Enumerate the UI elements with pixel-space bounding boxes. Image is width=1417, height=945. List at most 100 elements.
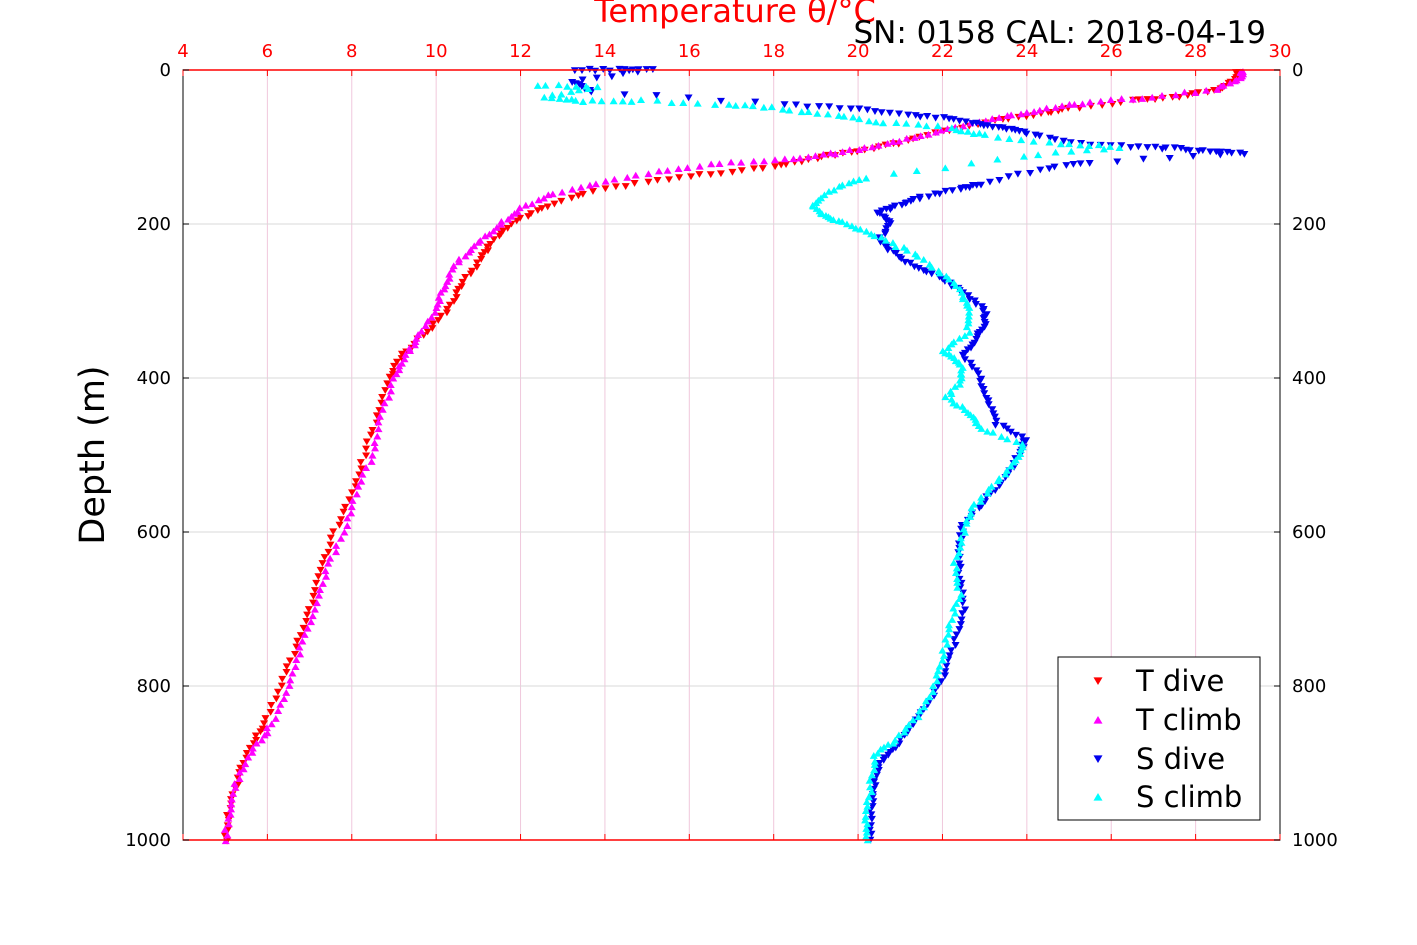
data-point [870, 108, 879, 115]
data-point [395, 366, 404, 374]
data-point [846, 105, 855, 113]
data-point [951, 609, 960, 617]
data-point [308, 612, 317, 620]
data-point [879, 119, 888, 127]
data-point [956, 563, 965, 571]
data-point [357, 477, 366, 485]
legend: T dive T climb S dive S climb [1057, 656, 1261, 821]
data-point [975, 129, 984, 137]
data-point [937, 126, 946, 134]
data-point [791, 101, 800, 109]
data-point [956, 621, 965, 628]
data-point [1240, 150, 1249, 158]
data-point [296, 632, 305, 639]
data-point [1001, 470, 1010, 478]
data-point [229, 790, 238, 797]
data-point [993, 155, 1002, 163]
data-point [870, 761, 879, 768]
data-point [675, 174, 684, 182]
data-point [877, 109, 886, 116]
data-point [955, 595, 964, 602]
data-point [967, 504, 976, 512]
data-point [285, 682, 294, 689]
data-point [845, 179, 854, 187]
data-point [855, 115, 864, 123]
data-point [955, 334, 964, 342]
data-point [945, 652, 954, 660]
data-point [557, 197, 566, 205]
data-point [220, 826, 229, 833]
data-point [1198, 147, 1207, 155]
data-point [653, 176, 662, 184]
data-point [966, 359, 975, 367]
data-point [959, 589, 968, 597]
data-point [862, 825, 871, 832]
data-point [609, 97, 618, 105]
y-tick-label-right: 1000 [1292, 830, 1338, 851]
data-point [362, 445, 371, 453]
data-point [863, 802, 872, 810]
data-point [968, 363, 977, 371]
data-point [1011, 431, 1020, 439]
data-point [1062, 162, 1071, 169]
y-tick-label-left: 800 [137, 676, 171, 697]
data-point [984, 485, 993, 493]
data-point [303, 624, 312, 632]
data-point [967, 159, 976, 167]
data-point [318, 560, 327, 567]
y-tick-label-left: 400 [137, 368, 171, 389]
data-point [956, 534, 965, 542]
data-point [847, 222, 856, 230]
data-point [883, 246, 892, 254]
data-point [231, 784, 240, 791]
data-point [1106, 96, 1115, 104]
data-point [295, 643, 304, 651]
data-point [312, 599, 321, 607]
data-point [969, 130, 978, 137]
legend-label: T climb [1135, 703, 1242, 737]
data-point [1086, 98, 1095, 106]
data-point [223, 831, 232, 839]
data-point [392, 370, 401, 378]
data-point [1035, 106, 1044, 114]
data-point [374, 418, 383, 426]
data-point [337, 516, 346, 524]
data-point [777, 161, 786, 169]
data-point [1036, 166, 1045, 174]
data-point [952, 631, 961, 639]
data-point [610, 175, 619, 183]
data-point [949, 116, 958, 123]
data-point [962, 519, 971, 527]
data-point [900, 728, 909, 736]
data-point [914, 120, 923, 128]
data-point [965, 308, 974, 316]
data-point [823, 110, 832, 118]
data-point [941, 672, 950, 680]
data-point [395, 362, 404, 370]
data-point [574, 86, 583, 94]
data-point [960, 356, 969, 364]
data-point [873, 749, 882, 757]
data-point [318, 580, 327, 587]
data-point [1117, 142, 1126, 150]
data-point [242, 750, 251, 757]
data-point [326, 541, 335, 549]
y-tick-label-right: 200 [1292, 214, 1326, 235]
data-point [904, 721, 913, 729]
data-point [343, 522, 352, 529]
data-point [1082, 146, 1091, 154]
data-point [417, 327, 426, 335]
data-point [1003, 112, 1012, 119]
data-point [1078, 100, 1087, 108]
data-point [1007, 462, 1016, 470]
data-point [472, 263, 481, 271]
data-point [1019, 152, 1028, 160]
data-point [796, 154, 805, 162]
data-point [340, 528, 349, 536]
data-point [879, 756, 888, 764]
data-point [849, 113, 858, 121]
data-point [274, 707, 283, 715]
data-point [949, 636, 958, 643]
data-point [541, 81, 550, 89]
